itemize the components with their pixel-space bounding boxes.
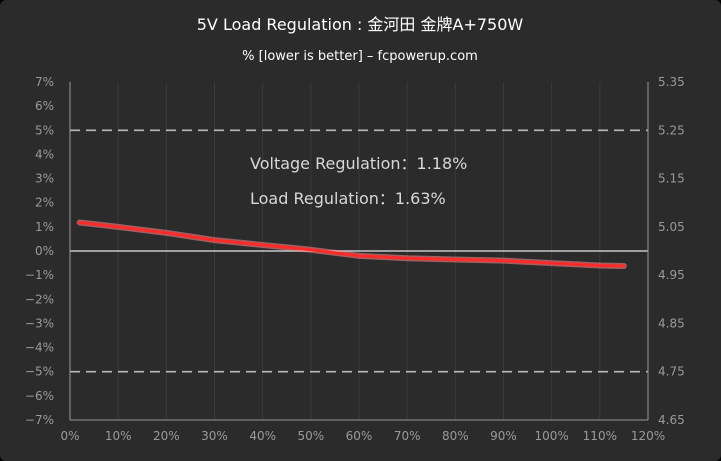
series-layer [76,219,627,269]
series-point [213,238,216,242]
series-point [502,259,505,262]
x-tick-label: 20% [153,429,180,443]
x-tick-label: 110% [583,429,617,443]
y-tick-label: −3% [25,316,54,330]
y2-tick-label: 4.65 [658,413,685,427]
x-tick-label: 30% [201,429,228,443]
x-tick-label: 0% [60,429,79,443]
series-point [78,221,81,224]
x-tick-label: 40% [249,429,276,443]
y-tick-label: 2% [35,196,54,210]
axis-layer: 0% 10% 20% 30% 40% 50% 60% 70% 80% 90% 100% 110% 120… [25,75,685,443]
y-tick-label: 6% [35,99,54,113]
y2-tick-label: 5.05 [658,220,685,234]
x-tick-label: 120% [631,429,665,443]
series-point [454,258,457,261]
series-point [357,254,361,258]
series-point [550,261,553,265]
chart-subtitle: % [lower is better] – fcpowerup.com [242,49,478,64]
x-tick-label: 60% [346,429,373,443]
y-tick-label: −6% [25,389,54,403]
y-tick-label: 1% [35,220,54,234]
x-tick-label: 10% [105,429,132,443]
chart-title: 5V Load Regulation : 金河田 金牌A+750W [197,15,524,34]
x-tick-label: 80% [442,429,469,443]
y-tick-label: 4% [35,147,54,161]
y2-tick-label: 4.85 [658,316,685,330]
y2-tick-label: 4.75 [658,365,685,379]
y-tick-label: −4% [25,341,54,355]
series-point [309,248,313,251]
series-point [405,257,409,260]
x-tick-label: 90% [490,429,517,443]
y-tick-label: −5% [25,365,54,379]
grid-layer [69,82,649,420]
y-tick-label: −7% [25,413,54,427]
series-point [598,264,602,267]
y-tick-label: 0% [35,244,54,258]
y-tick-label: −2% [25,292,54,306]
y-tick-label: 3% [35,172,54,186]
load-regulation-annotation: Load Regulation：1.63% [250,189,446,208]
voltage-regulation-annotation: Voltage Regulation：1.18% [250,154,467,173]
series-point [261,243,264,247]
x-tick-label: 70% [394,429,421,443]
series-point [165,231,168,235]
series-point [116,225,120,229]
y-tick-label: 7% [35,75,54,89]
x-tick-label: 50% [297,429,324,443]
y-tick-label: 5% [35,123,54,137]
x-tick-label: 100% [535,429,569,443]
series-point [622,264,626,268]
y-tick-label: −1% [25,268,54,282]
y2-tick-label: 5.35 [658,75,685,89]
y2-tick-label: 4.95 [658,268,685,282]
y2-tick-label: 5.15 [658,172,685,186]
y2-tick-label: 5.25 [658,123,685,137]
